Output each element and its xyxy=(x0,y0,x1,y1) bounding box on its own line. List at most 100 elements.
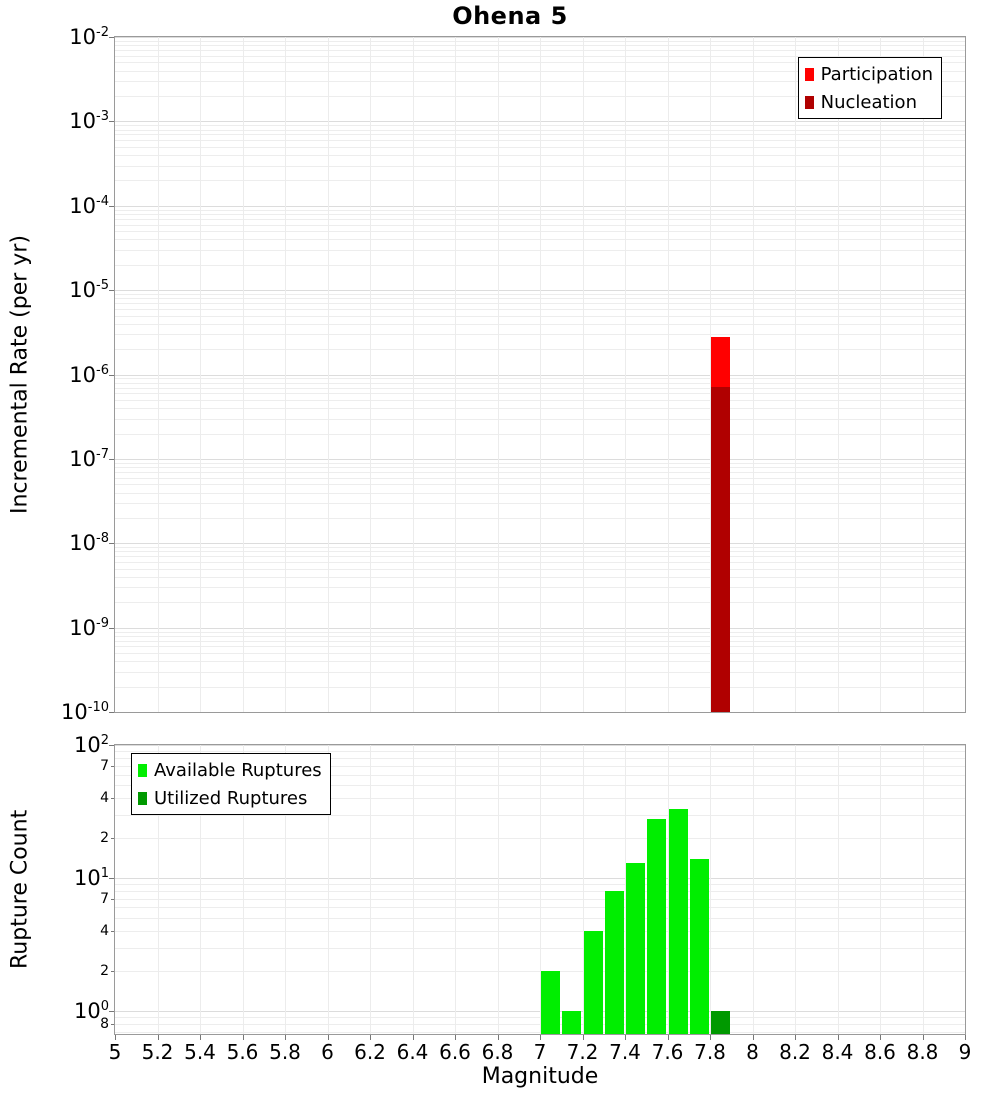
gridline-v xyxy=(242,745,244,1034)
gridline-v xyxy=(200,37,201,712)
legend-swatch-icon xyxy=(804,67,814,81)
y-tick-label-major: 10-7 xyxy=(69,446,109,471)
gridline-v xyxy=(582,745,584,1034)
x-tick-label: 6.4 xyxy=(396,1040,429,1064)
y-tick-mark xyxy=(109,627,114,629)
y-tick-mark xyxy=(111,765,114,767)
y-tick-mark xyxy=(109,205,114,207)
y-tick-label-major: 100 xyxy=(73,998,109,1023)
y-tick-mark xyxy=(109,745,114,746)
legend-count: Available Ruptures Utilized Ruptures xyxy=(131,753,331,815)
gridline-v xyxy=(837,37,839,712)
y-tick-label-minor: 7 xyxy=(100,757,109,774)
legend-item: Utilized Ruptures xyxy=(138,784,322,812)
x-tick-mark xyxy=(795,1035,796,1040)
x-tick-label: 7 xyxy=(533,1040,547,1064)
x-tick-mark xyxy=(710,1035,711,1040)
gridline-v xyxy=(710,37,711,712)
legend-item: Participation xyxy=(804,60,933,88)
bar-utilized-ruptures xyxy=(711,1010,731,1034)
chart-title: Ohena 5 xyxy=(452,2,568,30)
x-tick-mark xyxy=(327,1035,329,1040)
gridline-v xyxy=(200,745,201,1034)
count-y-axis-title: Rupture Count xyxy=(7,809,33,970)
gridline-v xyxy=(285,37,286,712)
y-tick-mark xyxy=(111,930,114,932)
gridline-v xyxy=(710,745,711,1034)
x-tick-label: 5 xyxy=(108,1040,122,1064)
y-tick-label-major: 102 xyxy=(73,733,109,757)
y-tick-label-major: 10-4 xyxy=(69,193,109,218)
y-tick-label-minor: 2 xyxy=(100,829,109,846)
y-tick-mark xyxy=(111,898,114,900)
legend-item-label: Nucleation xyxy=(820,91,917,113)
gridline-v xyxy=(582,37,584,712)
y-tick-mark xyxy=(111,797,114,799)
x-tick-mark xyxy=(625,1035,626,1040)
gridline-v xyxy=(540,37,541,712)
y-tick-mark xyxy=(111,1023,114,1025)
gridline-v xyxy=(497,745,499,1034)
gridline-v xyxy=(370,745,371,1034)
gridline-v xyxy=(157,37,159,712)
legend-swatch-icon xyxy=(138,791,147,805)
x-tick-mark xyxy=(157,1035,159,1040)
y-tick-mark xyxy=(109,37,114,38)
rate-y-axis-title: Incremental Rate (per yr) xyxy=(7,235,33,514)
x-tick-mark xyxy=(880,1035,881,1040)
y-tick-mark xyxy=(109,543,114,545)
y-tick-label-minor: 2 xyxy=(100,962,109,979)
x-tick-label: 5.6 xyxy=(226,1040,259,1064)
y-tick-label-minor: 4 xyxy=(100,922,109,939)
gridline-v xyxy=(667,745,669,1034)
x-tick-label: 6 xyxy=(321,1040,334,1064)
x-tick-label: 9 xyxy=(958,1040,972,1064)
gridline-v xyxy=(625,37,626,712)
x-tick-mark xyxy=(837,1035,839,1040)
gridline-v xyxy=(922,745,924,1034)
gridline-v xyxy=(625,745,626,1034)
rate-plot-area xyxy=(115,37,965,712)
x-tick-label: 7.6 xyxy=(651,1040,684,1064)
y-tick-mark xyxy=(111,970,114,972)
bar-available-ruptures xyxy=(541,970,561,1034)
y-tick-label-major: 101 xyxy=(73,865,109,890)
gridline-v xyxy=(795,745,796,1034)
x-tick-label: 6.8 xyxy=(481,1040,514,1064)
x-tick-mark xyxy=(582,1035,584,1040)
x-axis-title: Magnitude xyxy=(481,1064,599,1089)
x-tick-label: 8.8 xyxy=(906,1040,939,1064)
x-tick-label: 8 xyxy=(746,1040,759,1064)
x-tick-label: 8.6 xyxy=(864,1040,896,1064)
y-tick-label-minor: 7 xyxy=(100,890,109,907)
gridline-v xyxy=(327,745,329,1034)
x-tick-label: 6.2 xyxy=(354,1040,386,1064)
legend-item: Nucleation xyxy=(804,88,933,116)
y-tick-label-major: 10-2 xyxy=(69,25,109,49)
y-tick-mark xyxy=(109,877,114,879)
y-tick-mark xyxy=(109,374,114,376)
y-tick-mark xyxy=(109,458,114,460)
y-tick-label-minor: 8 xyxy=(100,1015,109,1032)
x-tick-label: 5.2 xyxy=(141,1040,174,1064)
x-tick-mark xyxy=(922,1035,924,1040)
bar-available-ruptures xyxy=(583,930,603,1034)
gridline-v xyxy=(157,745,159,1034)
y-tick-label-major: 10-9 xyxy=(69,615,109,640)
bar-available-ruptures xyxy=(689,858,710,1034)
y-tick-label-major: 10-8 xyxy=(69,531,109,556)
gridline-v xyxy=(752,745,754,1034)
gridline-v xyxy=(412,745,414,1034)
x-tick-mark xyxy=(965,1035,966,1040)
legend-rate: Participation Nucleation xyxy=(797,57,942,119)
y-tick-label-minor: 4 xyxy=(100,789,109,806)
gridline-v xyxy=(370,37,371,712)
legend-swatch-icon xyxy=(138,763,147,777)
x-tick-label: 5.8 xyxy=(269,1040,301,1064)
legend-item-label: Available Ruptures xyxy=(154,759,322,781)
gridline-v xyxy=(922,37,924,712)
y-tick-label-major: 10-6 xyxy=(69,362,109,387)
gridline-v xyxy=(540,745,541,1034)
x-tick-label: 8.2 xyxy=(779,1040,811,1064)
x-tick-label: 7.2 xyxy=(566,1040,599,1064)
